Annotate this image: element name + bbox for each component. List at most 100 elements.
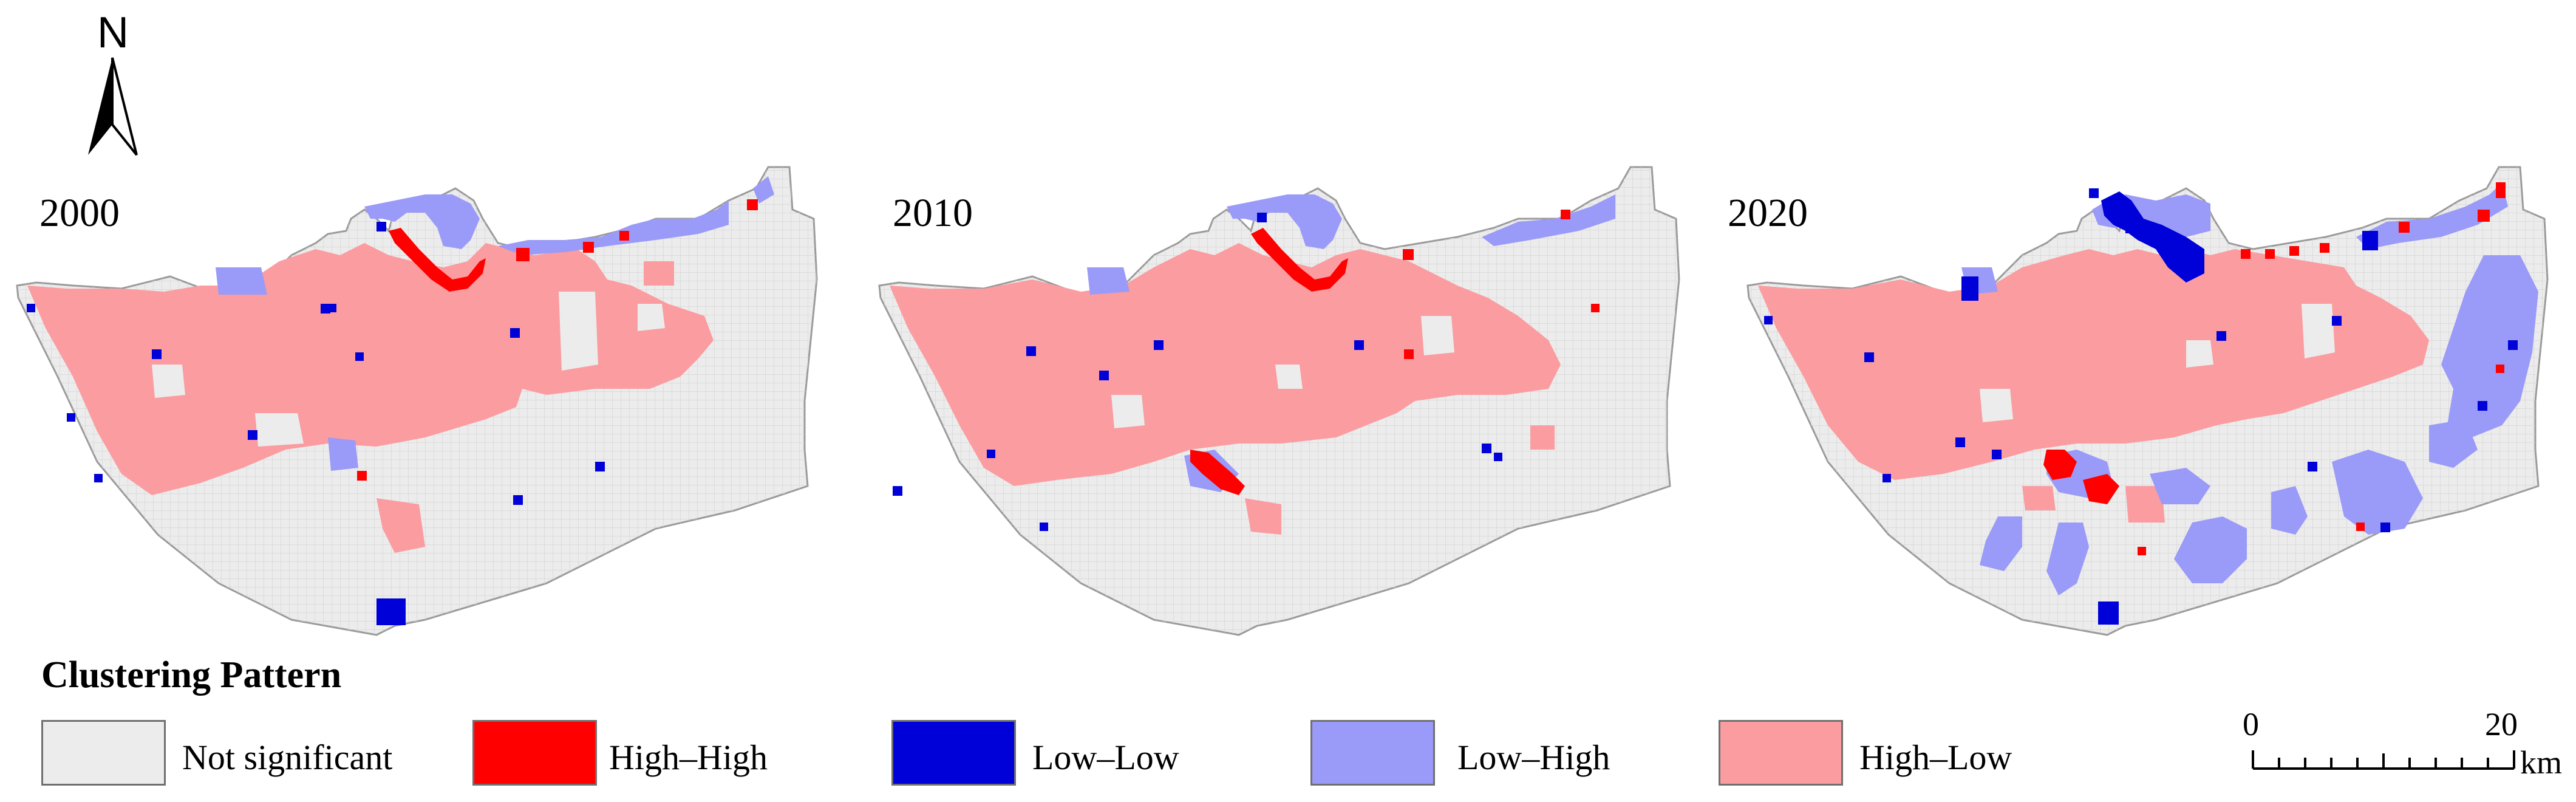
low-low-cluster [2380,523,2390,532]
low-low-cluster [1955,437,1965,447]
high-high-cluster [1190,450,1245,495]
low-low-cluster [2508,340,2518,350]
low-low-cluster [1864,352,1874,362]
north-arrow-icon [88,57,138,156]
low-low-cluster [1354,340,1364,350]
low-low-cluster [248,430,257,440]
low-high-cluster [364,194,480,249]
low-high-cluster [1980,516,2022,571]
low-low-cluster [513,495,523,505]
low-low-cluster [27,304,35,312]
low-high-cluster [2332,450,2423,535]
scale-bar-end: 20 [2485,706,2518,742]
low-high-cluster [1227,194,1342,249]
low-low-cluster [2098,602,2119,625]
high-high-cluster [2478,210,2490,222]
legend-title: Clustering Pattern [41,654,342,696]
high-high-cluster [1404,349,1414,359]
legend-label-not-significant: Not significant [182,738,393,777]
low-low-cluster [1099,371,1109,380]
low-low-cluster [595,462,605,471]
low-low-cluster [893,486,902,496]
low-high-cluster [216,267,267,295]
high-high-cluster [1251,228,1348,292]
high-low-cluster [890,243,1561,486]
low-low-cluster [328,304,336,312]
high-low-cluster [2125,486,2165,523]
low-high-cluster [328,437,358,471]
high-high-cluster [1591,304,1600,312]
low-high-cluster [2150,468,2210,504]
low-low-cluster [377,222,386,231]
low-high-cluster [753,176,774,204]
low-low-cluster [2478,401,2487,411]
low-low-cluster [1961,276,1978,301]
low-high-cluster [2441,255,2538,437]
low-high-cluster [498,200,729,255]
high-high-cluster [2138,547,2146,555]
low-low-cluster [2308,462,2317,471]
panel-year-2010: 2010 [893,191,973,235]
low-low-cluster [1992,450,2002,459]
north-arrow-label: N [97,9,129,57]
low-low-cluster [987,450,995,458]
legend-swatch-low-high [1310,720,1435,786]
legend-label-high-low: High–Low [1859,738,2012,777]
low-low-cluster [2125,225,2134,233]
high-high-cluster [2496,182,2506,198]
high-high-cluster [2241,249,2251,259]
high-low-cluster [1530,425,1555,450]
legend-swatch-high-high [472,720,597,786]
high-high-cluster [389,228,486,292]
low-low-cluster [94,474,103,482]
legend-swatch-low-low [891,720,1016,786]
low-low-cluster [2101,191,2204,283]
legend-label-low-low: Low–Low [1032,738,1179,777]
low-high-cluster [2356,182,2508,249]
high-high-cluster [619,231,629,241]
low-high-cluster [1482,194,1615,246]
high-high-cluster [1561,210,1570,219]
map-panel-2020 [1746,166,2549,636]
high-high-cluster [2265,249,2275,259]
legend-swatch-not-significant [41,720,166,786]
low-low-cluster [1026,346,1036,356]
high-low-cluster [27,243,714,495]
low-high-cluster [2429,419,2478,468]
low-low-cluster [2332,316,2342,326]
scale-bar-unit: km [2520,744,2563,781]
low-low-cluster [510,328,520,338]
panel-year-2020: 2020 [1728,191,1808,235]
high-high-cluster [357,471,367,481]
low-low-cluster [2217,331,2226,341]
low-high-cluster [2046,523,2089,595]
high-high-cluster [2289,246,2299,256]
high-low-cluster [644,261,674,286]
panel-year-2000: 2000 [39,191,120,235]
high-high-cluster [2399,222,2410,233]
high-low-cluster [2022,486,2056,510]
high-high-cluster [1403,249,1414,260]
map-panel-2000 [16,166,818,636]
low-low-cluster [1764,316,1773,324]
low-low-cluster [2362,231,2378,250]
scale-bar-start: 0 [2243,706,2259,742]
low-low-cluster [1154,340,1164,350]
legend-swatch-high-low [1719,720,1843,786]
low-low-cluster [67,413,75,422]
high-low-cluster [377,498,425,553]
low-low-cluster [1883,474,1891,482]
legend-label-low-high: Low–High [1457,738,1610,777]
low-high-cluster [1087,267,1130,295]
low-high-cluster [2271,486,2308,535]
low-low-cluster [1482,444,1491,453]
low-low-cluster [1494,453,1502,461]
high-high-cluster [2356,523,2365,531]
scale-bar [2252,750,2515,770]
high-high-cluster [2083,474,2119,504]
high-high-cluster [2496,365,2504,373]
high-high-cluster [2320,243,2329,253]
map-panel-2010 [878,166,1680,636]
low-high-cluster [2174,516,2247,583]
high-high-cluster [516,248,530,261]
